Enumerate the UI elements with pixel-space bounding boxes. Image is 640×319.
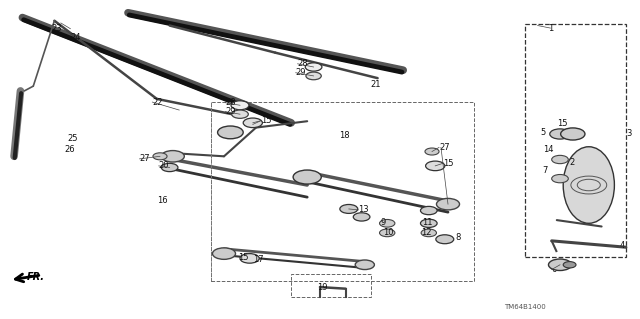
Circle shape xyxy=(420,219,437,227)
Text: 20: 20 xyxy=(159,161,169,170)
Circle shape xyxy=(426,161,445,171)
Text: 17: 17 xyxy=(253,256,264,264)
Circle shape xyxy=(161,151,184,162)
Circle shape xyxy=(293,170,321,184)
Text: 22: 22 xyxy=(152,98,163,107)
Circle shape xyxy=(552,155,568,164)
Text: 28: 28 xyxy=(298,59,308,68)
Circle shape xyxy=(425,148,439,155)
Circle shape xyxy=(380,229,395,237)
Text: 9: 9 xyxy=(381,218,386,227)
Circle shape xyxy=(243,118,262,128)
Text: 27: 27 xyxy=(140,154,150,163)
Circle shape xyxy=(380,219,395,227)
Text: 19: 19 xyxy=(317,283,327,292)
Bar xyxy=(291,274,371,297)
Text: 13: 13 xyxy=(358,205,369,214)
Circle shape xyxy=(421,229,436,237)
Text: 3: 3 xyxy=(626,130,631,138)
Circle shape xyxy=(550,129,570,139)
Circle shape xyxy=(561,128,585,140)
Circle shape xyxy=(161,163,178,172)
Text: 16: 16 xyxy=(157,196,168,205)
Circle shape xyxy=(355,260,374,270)
Text: 26: 26 xyxy=(64,145,75,154)
Text: 2: 2 xyxy=(569,158,574,167)
Text: 23: 23 xyxy=(51,24,62,33)
Circle shape xyxy=(218,126,243,139)
Circle shape xyxy=(552,174,568,183)
Circle shape xyxy=(548,259,572,271)
Text: 8: 8 xyxy=(456,233,461,242)
Text: 28: 28 xyxy=(225,98,236,107)
Circle shape xyxy=(240,254,259,263)
Text: 29: 29 xyxy=(296,68,306,77)
Text: 18: 18 xyxy=(339,131,350,140)
Circle shape xyxy=(353,213,370,221)
Text: 15: 15 xyxy=(261,116,271,125)
Text: 5: 5 xyxy=(541,128,546,137)
Text: 25: 25 xyxy=(67,134,77,143)
Bar xyxy=(525,24,626,257)
Text: 27: 27 xyxy=(439,143,450,152)
Text: 7: 7 xyxy=(543,166,548,175)
Text: 1: 1 xyxy=(548,24,554,33)
Circle shape xyxy=(436,198,460,210)
Ellipse shape xyxy=(563,147,614,223)
Circle shape xyxy=(232,110,248,118)
Circle shape xyxy=(231,101,249,110)
Text: 11: 11 xyxy=(422,218,433,227)
Text: TM64B1400: TM64B1400 xyxy=(504,304,546,310)
Text: 24: 24 xyxy=(70,33,81,42)
Text: 4: 4 xyxy=(620,241,625,250)
Text: 10: 10 xyxy=(383,228,393,237)
Circle shape xyxy=(340,204,358,213)
Text: 6: 6 xyxy=(552,265,557,274)
Text: 15: 15 xyxy=(443,159,453,168)
Circle shape xyxy=(563,262,576,268)
Circle shape xyxy=(420,206,437,215)
Circle shape xyxy=(153,153,167,160)
Text: 14: 14 xyxy=(543,145,553,154)
Text: 15: 15 xyxy=(238,253,248,262)
Circle shape xyxy=(436,235,454,244)
Text: 21: 21 xyxy=(370,80,380,89)
Circle shape xyxy=(306,72,321,80)
Text: 12: 12 xyxy=(421,228,431,237)
Bar xyxy=(211,102,474,281)
Text: 29: 29 xyxy=(225,107,236,116)
Circle shape xyxy=(305,63,322,71)
Circle shape xyxy=(212,248,236,259)
Text: FR.: FR. xyxy=(27,272,45,282)
Text: 15: 15 xyxy=(557,119,567,128)
